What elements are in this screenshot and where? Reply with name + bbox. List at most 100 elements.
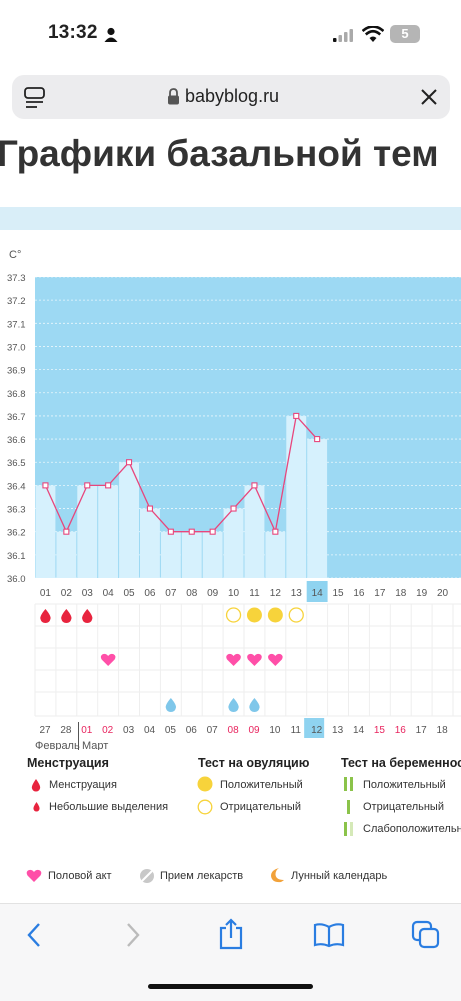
ovulation-positive-marker [267,607,283,623]
intercourse-marker [247,653,262,666]
y-tick-label: 37.3 [7,273,26,284]
y-axis-label: C° [9,249,21,261]
ovulation-negative-marker [225,607,242,623]
pregnancy-negative-icon [347,800,350,814]
legend-panel [0,750,461,900]
pill-icon [140,869,154,883]
tabs-icon[interactable] [411,920,441,950]
temperature-point [63,528,70,535]
temperature-point [188,528,195,535]
temperature-bar [160,531,181,578]
home-indicator [148,984,313,989]
cycle-day-labels: 01 02 03 04 05 06 07 08 09 10 11 12 13 14 15 16 17 18 19 20 [40,581,449,602]
menstruation-marker [40,609,51,623]
status-time: 13:32 [48,22,98,43]
temperature-polyline [44,414,318,534]
cycle-day-label: 20 [437,588,449,599]
legend-ovulation-title: Тест на овуляцию [198,756,310,770]
month-label-mar: Март [82,740,109,752]
cycle-day-label: 03 [82,588,94,599]
month-divider [78,722,79,752]
temperature-point [42,482,49,489]
temperature-point [146,505,153,512]
cycle-day-label: 06 [144,588,156,599]
temperature-point [314,436,321,443]
legend-preg-negative: Отрицательный [363,801,444,813]
pregnancy-positive-icon [344,777,353,791]
cycle-day-label: 04 [103,588,115,599]
legend-medication: Прием лекарств [160,870,244,882]
temperature-bar [307,439,328,578]
y-tick-label: 37.2 [7,296,26,307]
intercourse-marker [268,653,283,666]
date-label: 17 [416,725,428,736]
url-text[interactable]: babyblog.ru [185,86,280,106]
date-label: 11 [291,725,302,736]
date-label: 28 [60,725,72,736]
cycle-day-label: 02 [61,588,73,599]
blood-drop-icon [31,779,41,792]
legend-ov-negative: Отрицательный [220,801,301,813]
lock-icon [168,88,179,105]
date-label: 09 [248,725,260,736]
date-label: 01 [81,725,93,736]
close-icon[interactable] [420,88,438,106]
back-icon[interactable] [26,922,42,948]
date-label: 27 [39,725,51,736]
forward-icon[interactable] [125,922,141,948]
y-tick-label: 36.4 [7,481,26,492]
plot-top-pad [35,248,461,277]
temperature-bar [56,531,77,578]
cycle-day-label: 07 [165,588,177,599]
date-label: 08 [228,725,240,736]
heart-icon [26,869,42,882]
ovulation-negative-marker [288,607,304,623]
legend-preg-positive: Положительный [363,779,446,791]
legend-pregnancy-title: Тест на беременность [341,756,461,770]
y-tick-label: 36.0 [7,574,26,585]
temperature-bar [286,415,307,578]
share-icon[interactable] [218,918,244,950]
temperature-bar [265,531,286,578]
legend-preg-weak: Слабоположительный [363,823,461,835]
temperature-point [209,528,216,535]
temperature-bars [35,415,328,578]
current-date-bg [304,718,325,738]
cycle-day-label: 18 [395,588,407,599]
legend-ov-positive: Положительный [220,779,303,791]
address-bar[interactable] [12,75,450,119]
discharge-marker [228,698,239,712]
date-label: 07 [207,725,219,736]
person-icon [104,27,118,42]
date-label: 16 [395,725,407,736]
temperature-bar [202,531,223,578]
legend-intercourse: Половой акт [48,870,112,882]
bookmarks-icon[interactable] [313,922,345,948]
temperature-point [230,505,237,512]
day-markers [40,607,304,712]
date-labels: 27 28 01 02 03 04 05 06 07 08 09 10 11 12 13 14 15 16 17 18 [39,718,448,738]
ovulation-positive-icon [197,776,213,792]
wifi-icon [362,26,384,42]
signal-icon [333,29,353,42]
marker-area [35,604,461,716]
cycle-day-label: 12 [270,588,282,599]
ovulation-positive-marker [246,607,262,623]
temperature-bar [244,485,265,578]
legend-lunar: Лунный календарь [291,870,388,882]
legend-discharge: Небольшие выделения [49,801,169,813]
reader-icon[interactable] [24,87,46,109]
y-tick-label: 36.5 [7,458,26,469]
y-axis-ticks: 37.3 37.2 37.1 37.0 36.9 36.8 36.7 36.6 36.5 36.4… [7,273,26,585]
temperature-bar [119,462,139,578]
y-tick-label: 36.6 [7,435,26,446]
temperature-line [42,412,321,535]
discharge-marker [165,698,176,712]
temperature-point [105,482,112,489]
date-label: 15 [374,725,386,736]
date-label: 10 [269,725,281,736]
temperature-point [293,412,300,419]
cycle-day-label: 13 [291,588,303,599]
moon-icon [271,868,284,883]
temperature-bar [35,485,56,578]
